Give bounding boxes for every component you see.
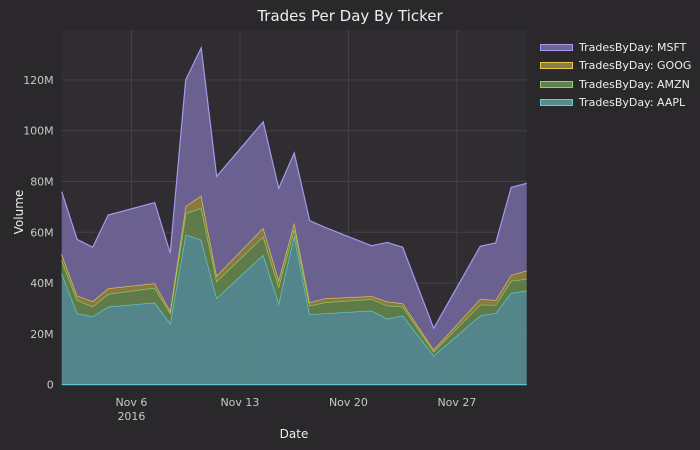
legend-swatch (540, 80, 573, 88)
legend-label: TradesByDay: AMZN (579, 77, 690, 91)
y-tick-label: 0 (47, 379, 54, 392)
y-tick-label: 40M (30, 277, 54, 290)
legend-item-msft[interactable]: TradesByDay: MSFT (540, 38, 691, 57)
y-tick-label: 80M (30, 176, 54, 189)
line-msft (61, 45, 527, 330)
legend-label: TradesByDay: GOOG (579, 59, 692, 73)
legend: TradesByDay: MSFT TradesByDay: GOOG Trades… (540, 38, 691, 112)
y-tick-label: 100M (23, 125, 54, 138)
area-aapl (61, 234, 527, 385)
y-tick-label: 60M (30, 226, 54, 239)
x-tick-sublabel: 2016 (117, 410, 145, 423)
chart-title: Trades Per Day By Ticker (256, 7, 443, 25)
y-tick-label: 20M (30, 328, 54, 341)
legend-item-goog[interactable]: TradesByDay: GOOG (540, 57, 691, 76)
legend-swatch (540, 62, 573, 70)
legend-label: TradesByDay: AAPL (579, 96, 686, 110)
area-goog (61, 195, 527, 352)
x-tick-label: Nov 20 (329, 396, 368, 409)
x-tick-label: Nov 13 (220, 396, 259, 409)
legend-swatch (540, 43, 573, 51)
areas (61, 45, 527, 386)
legend-item-amzn[interactable]: TradesByDay: AMZN (540, 75, 691, 94)
x-tick-label: Nov 27 (437, 396, 476, 409)
legend-swatch (540, 99, 573, 107)
x-tick-label: Nov 6 (115, 396, 147, 409)
legend-item-aapl[interactable]: TradesByDay: AAPL (540, 94, 691, 113)
y-ticks: 0 20M 40M 60M 80M 100M 120M (23, 74, 54, 392)
area-msft (61, 47, 527, 350)
y-axis-label: Volume (12, 190, 26, 235)
x-axis-label: Date (280, 427, 309, 441)
y-tick-label: 120M (23, 74, 54, 87)
legend-label: TradesByDay: MSFT (579, 40, 687, 54)
